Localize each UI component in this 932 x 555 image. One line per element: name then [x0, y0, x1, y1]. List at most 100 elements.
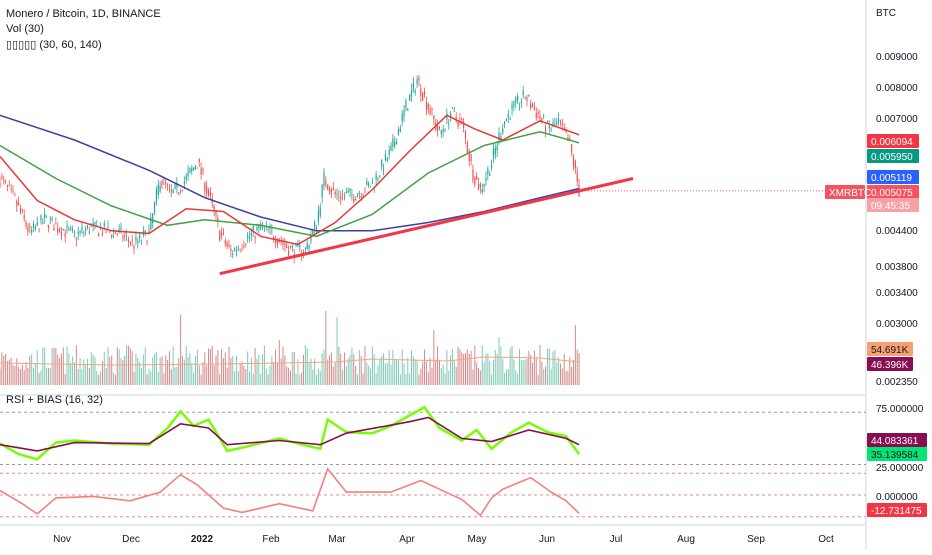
- volume-bar: [384, 363, 386, 385]
- candle: [384, 149, 387, 162]
- volume-bar: [319, 371, 321, 385]
- volume-bar: [366, 362, 368, 385]
- candle-body: [131, 239, 133, 241]
- volume-bar: [530, 354, 532, 385]
- candle: [271, 224, 273, 235]
- candle-body: [507, 114, 509, 118]
- candle-body: [193, 167, 195, 171]
- volume-bar: [88, 367, 90, 385]
- candle-body: [217, 217, 219, 223]
- symbol-legend[interactable]: Monero / Bitcoin, 1D, BINANCE: [6, 8, 161, 20]
- candle-body: [60, 232, 63, 236]
- candle-body: [405, 100, 407, 109]
- candle: [75, 236, 77, 247]
- candle-body: [571, 144, 573, 153]
- candle-body: [422, 93, 424, 101]
- candle-body: [489, 174, 491, 176]
- candle: [431, 107, 433, 116]
- candle-body: [504, 121, 506, 124]
- candle: [539, 109, 541, 122]
- candle: [232, 249, 234, 259]
- candle-body: [409, 95, 411, 101]
- candle-body: [116, 233, 118, 235]
- candle-body: [565, 131, 567, 133]
- candle: [314, 219, 316, 236]
- time-axis-label: May: [468, 534, 487, 545]
- volume-bar: [127, 345, 129, 385]
- candle-body: [53, 227, 55, 231]
- volume-legend[interactable]: Vol (30): [6, 23, 44, 35]
- candle-body: [276, 240, 279, 245]
- volume-bar: [479, 370, 481, 385]
- volume-bar: [412, 356, 414, 385]
- candle: [193, 166, 195, 171]
- volume-bar: [556, 362, 558, 385]
- volume-bar: [420, 368, 422, 385]
- candle: [476, 172, 478, 181]
- candle-body: [122, 236, 124, 239]
- candle-body: [429, 108, 431, 115]
- moving-average-legend[interactable]: ▯▯▯▯▯ (30, 60, 140): [6, 39, 102, 51]
- volume-bar: [332, 366, 334, 385]
- candle: [187, 165, 189, 181]
- candle-body: [47, 224, 50, 229]
- candle-body: [308, 246, 310, 249]
- candle-body: [427, 103, 429, 110]
- rsi-bias-legend[interactable]: RSI + BIAS (16, 32): [6, 394, 103, 406]
- volume-bar: [373, 354, 375, 385]
- candle-body: [196, 167, 198, 169]
- volume-bar: [541, 361, 543, 385]
- candle: [401, 110, 403, 127]
- candle-body: [282, 242, 284, 245]
- candle: [77, 226, 79, 241]
- time-axis-label: Sep: [747, 534, 765, 545]
- candle: [550, 126, 552, 133]
- volume-bar: [254, 348, 256, 385]
- ma30-line: [0, 114, 580, 246]
- volume-bar: [96, 370, 98, 385]
- volume-bar: [23, 370, 25, 385]
- candle-body: [397, 129, 400, 135]
- candle-body: [574, 160, 576, 168]
- candle: [392, 134, 394, 152]
- volume-bar: [476, 362, 478, 385]
- candle: [10, 183, 12, 193]
- candle: [204, 181, 206, 197]
- candle-body: [569, 138, 571, 140]
- symbol-tag: XMRBTC: [825, 185, 871, 199]
- candle: [448, 118, 450, 130]
- candle-body: [425, 102, 427, 110]
- volume-tag: 54.691K: [867, 342, 913, 356]
- candle: [191, 165, 193, 176]
- volume-bar: [232, 355, 234, 385]
- volume-bar: [215, 355, 217, 385]
- volume-bar: [310, 358, 312, 385]
- candle-body: [68, 229, 70, 230]
- candle: [14, 192, 16, 197]
- candle-body: [120, 227, 122, 230]
- candle-body: [111, 234, 113, 238]
- price-tick-label: 0.009000: [876, 52, 918, 63]
- volume-bar: [265, 368, 267, 385]
- volume-tag: 46.396K: [867, 357, 913, 371]
- candle: [531, 102, 534, 108]
- candle-body: [487, 168, 489, 175]
- volume-bar: [31, 354, 33, 385]
- candle-body: [358, 193, 360, 195]
- volume-bar: [416, 359, 418, 385]
- candle-body: [556, 121, 558, 124]
- volume-bar: [273, 362, 275, 385]
- candle-body: [72, 229, 74, 231]
- volume-bar: [301, 372, 303, 385]
- candle-body: [168, 186, 171, 188]
- volume-bar: [280, 358, 282, 385]
- moving-average-layer: [0, 114, 866, 276]
- candle: [517, 93, 519, 105]
- volume-bar: [334, 362, 336, 385]
- volume-bar: [213, 365, 215, 385]
- volume-bar: [34, 363, 36, 385]
- candle-body: [390, 145, 392, 152]
- candle: [124, 230, 126, 241]
- candle: [319, 202, 321, 219]
